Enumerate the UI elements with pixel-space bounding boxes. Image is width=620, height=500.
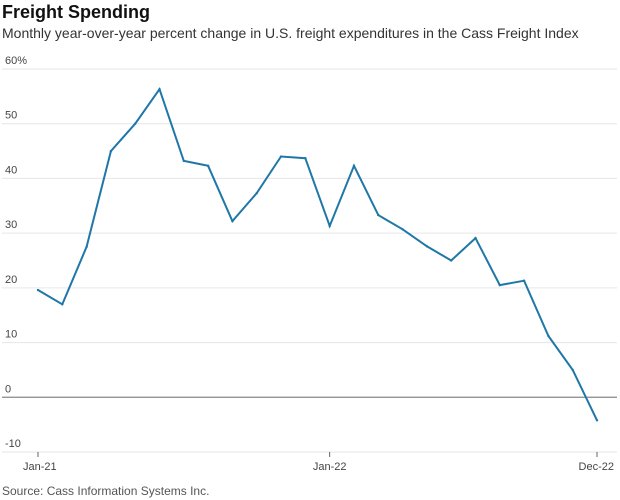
data-point-3 <box>109 149 113 153</box>
gridlines <box>2 68 617 453</box>
data-point-2 <box>85 245 88 249</box>
x-tick-label-1: Jan-22 <box>313 461 347 473</box>
y-tick-label-1: 0 <box>5 383 11 395</box>
x-tick-label-2: Dec-22 <box>579 461 614 473</box>
data-point-17 <box>449 259 453 262</box>
data-point-21 <box>547 334 550 338</box>
data-point-12 <box>328 224 331 228</box>
x-axis-ticks: Jan-21 Jan-22 Dec-22 <box>23 452 614 473</box>
x-tick-label-0: Jan-21 <box>23 461 57 473</box>
data-point-14 <box>377 213 380 217</box>
data-point-6 <box>182 159 186 163</box>
series-line-0 <box>37 87 598 421</box>
y-tick-label-5: 40 <box>5 164 17 176</box>
y-tick-label-6: 50 <box>5 110 17 122</box>
data-point-1 <box>61 303 64 306</box>
data-point-20 <box>522 279 526 282</box>
y-axis-ticks: -10 0 10 20 30 40 50 60% <box>5 55 27 450</box>
data-point-11 <box>304 156 307 160</box>
data-point-8 <box>231 219 234 223</box>
y-tick-label-7: 60% <box>5 55 27 67</box>
data-point-22 <box>571 368 574 372</box>
data-point-13 <box>352 164 356 168</box>
y-tick-label-2: 10 <box>5 329 17 341</box>
series-group <box>36 87 599 422</box>
chart-title: Freight Spending <box>2 2 150 22</box>
data-point-10 <box>279 155 283 158</box>
data-point-16 <box>425 245 429 248</box>
data-point-9 <box>255 192 258 195</box>
data-point-15 <box>401 228 404 231</box>
data-point-0 <box>36 288 40 292</box>
chart-source: Source: Cass Information Systems Inc. <box>2 484 210 498</box>
y-tick-label-0: -10 <box>5 438 21 450</box>
line-chart: -10 0 10 20 30 40 50 60% Jan-21 Jan-22 Dec-22 <box>2 55 617 473</box>
data-point-19 <box>498 283 501 287</box>
data-point-18 <box>474 236 477 240</box>
data-point-7 <box>206 164 210 168</box>
y-tick-label-3: 20 <box>5 274 17 286</box>
data-point-23 <box>595 419 599 422</box>
y-tick-label-4: 30 <box>5 219 17 231</box>
data-point-5 <box>158 88 161 91</box>
data-point-4 <box>134 122 137 125</box>
chart-subtitle: Monthly year-over-year percent change in… <box>2 25 579 41</box>
